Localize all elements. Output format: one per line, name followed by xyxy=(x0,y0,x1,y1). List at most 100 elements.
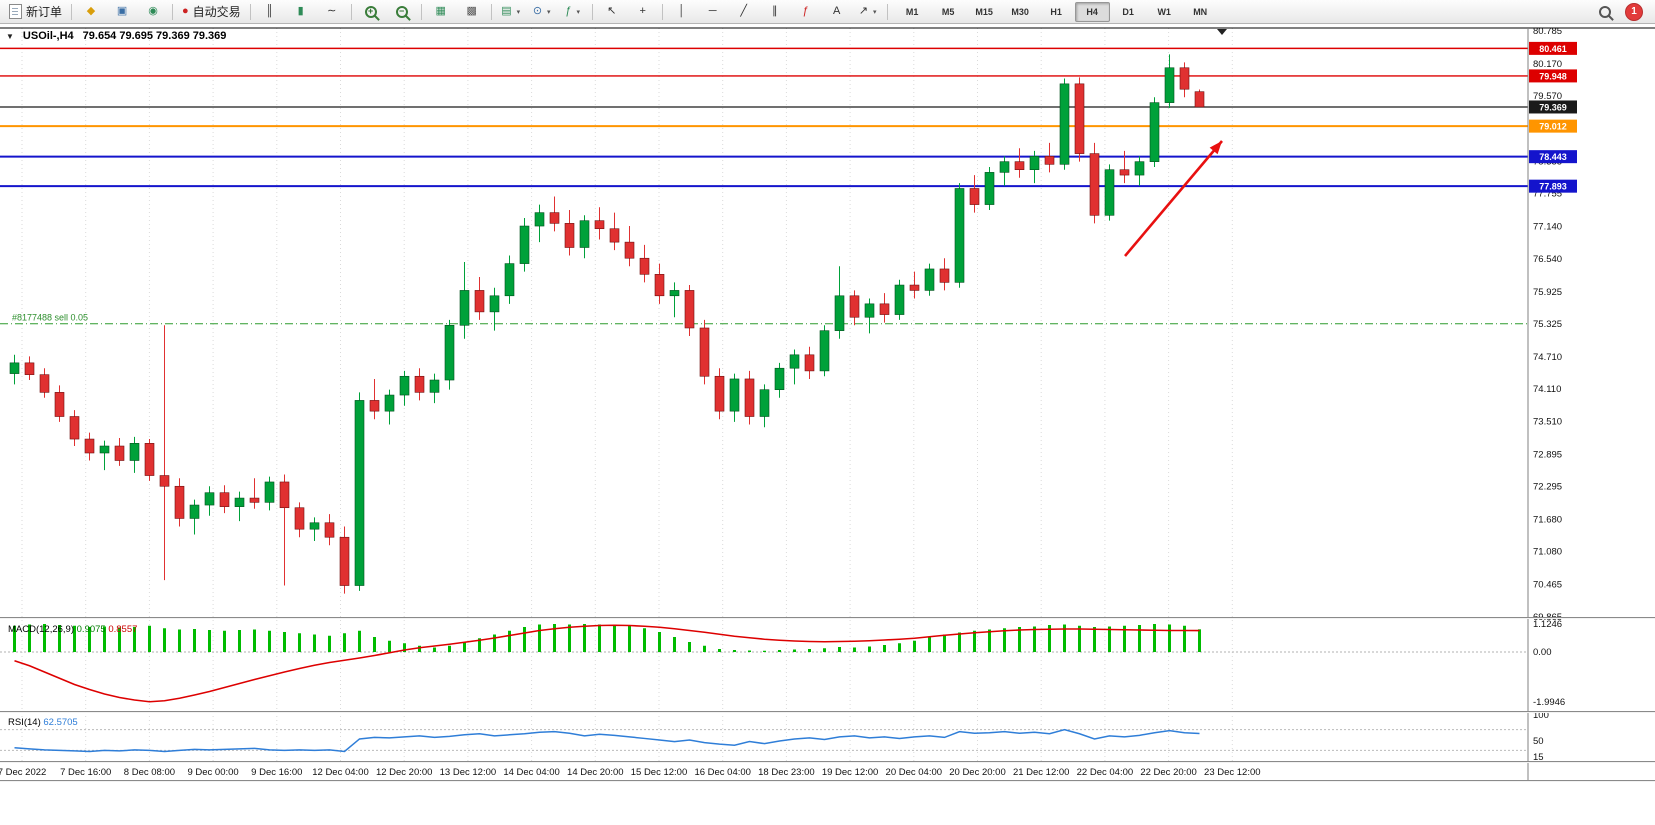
tile-windows-icon: ▦ xyxy=(435,5,446,17)
fibonacci-button[interactable]: ƒ xyxy=(791,1,821,23)
price-axis-label: 71.080 xyxy=(1533,547,1562,558)
new-chart-button[interactable]: ▤ ▾ xyxy=(496,1,526,23)
timeframe-w1[interactable]: W1 xyxy=(1157,6,1171,17)
toolbar: 新订单 ◆ ▣ ◉ ● 自动交易 ║ ▮ ∼ + − ▦ ▩ ▤ ▾ ⊙ ▾ ƒ ▾ … xyxy=(0,0,1655,24)
navigator-icon: ◉ xyxy=(148,5,158,17)
price-axis-label: 71.680 xyxy=(1533,515,1562,526)
search-icon xyxy=(1599,5,1611,18)
chart-svg[interactable]: #8177488 sell 0.05 MACD(12,26,9) 0.9075 0… xyxy=(0,24,1655,825)
text-tool-icon: A xyxy=(833,5,841,17)
chart-header: ▼ USOil-,H4 79.654 79.695 79.369 79.369 xyxy=(6,30,226,42)
price-badge xyxy=(1529,41,1577,55)
price-axis-label: 75.325 xyxy=(1533,319,1562,330)
price-axis-label: 74.110 xyxy=(1533,384,1561,395)
market-watch-button[interactable]: ▣ xyxy=(107,1,137,23)
new-order-button[interactable]: 新订单 xyxy=(4,1,67,23)
tile-windows-button[interactable]: ▦ xyxy=(426,1,456,23)
vertical-line-icon: │ xyxy=(678,5,686,17)
navigator-button[interactable]: ◉ xyxy=(138,1,168,23)
timeframe-m30[interactable]: M30 xyxy=(1011,6,1029,17)
timeframe-m15[interactable]: M15 xyxy=(975,6,993,17)
time-axis-label: 12 Dec 20:00 xyxy=(376,767,433,778)
chevron-down-icon: ▾ xyxy=(547,8,551,16)
autotrade-label: 自动交易 xyxy=(192,5,241,19)
price-badge xyxy=(1529,69,1577,83)
mql5-button[interactable]: ◆ xyxy=(76,1,106,23)
time-axis-label: 7 Dec 2022 xyxy=(0,767,46,778)
trendline-icon: ╱ xyxy=(740,5,747,17)
cursor-button[interactable]: ↖ xyxy=(597,1,627,23)
time-axis-label: 20 Dec 20:00 xyxy=(949,767,1006,778)
autotrade-button[interactable]: ● 自动交易 xyxy=(177,1,246,23)
cursor-icon: ↖ xyxy=(607,5,617,17)
rsi-axis-label: 50 xyxy=(1533,736,1544,747)
price-axis-label: 74.710 xyxy=(1533,352,1562,363)
price-badge-label: 78.443 xyxy=(1539,152,1567,162)
periodicity-button[interactable]: ⊙ ▾ xyxy=(527,1,557,23)
timeframe-d1[interactable]: D1 xyxy=(1122,6,1134,17)
time-axis-label: 9 Dec 16:00 xyxy=(251,767,302,778)
price-axis-label: 75.925 xyxy=(1533,287,1562,298)
macd-label: MACD(12,26,9) 0.9075 0.8557 xyxy=(8,624,137,635)
time-axis-label: 22 Dec 04:00 xyxy=(1077,767,1134,778)
line-chart-button[interactable]: ∼ xyxy=(317,1,347,23)
arrow-annotation[interactable] xyxy=(1124,140,1223,257)
time-axis-label: 8 Dec 08:00 xyxy=(124,767,175,778)
macd-axis-label: -1.9946 xyxy=(1533,697,1565,708)
price-axis-label: 79.570 xyxy=(1533,91,1562,102)
time-axis-label: 7 Dec 16:00 xyxy=(60,767,111,778)
symbol-period-label: USOil-,H4 xyxy=(22,30,74,42)
toolbar-separator xyxy=(591,3,593,20)
time-axis-label: 21 Dec 12:00 xyxy=(1013,767,1070,778)
bars-chart-button[interactable]: ║ xyxy=(255,1,285,23)
price-axis-label: 77.140 xyxy=(1533,222,1562,233)
crosshair-icon: + xyxy=(639,5,646,17)
chevron-down-icon: ▾ xyxy=(576,8,580,16)
channel-button[interactable]: ∥ xyxy=(760,1,790,23)
time-axis-label: 14 Dec 20:00 xyxy=(567,767,624,778)
time-axis-label: 9 Dec 00:00 xyxy=(187,767,238,778)
price-badge-label: 79.369 xyxy=(1539,102,1567,112)
horizontal-lines[interactable]: #8177488 sell 0.05 xyxy=(0,47,1528,325)
timeframe-m5[interactable]: M5 xyxy=(941,6,955,17)
arrows-tool-button[interactable]: ↗ ▾ xyxy=(853,1,883,23)
one-click-arrow-icon[interactable]: ▼ xyxy=(6,31,14,41)
fibonacci-icon: ƒ xyxy=(802,5,809,17)
price-badge-label: 80.461 xyxy=(1539,44,1567,54)
price-axis-label: 80.170 xyxy=(1533,59,1562,70)
price-badge xyxy=(1529,119,1577,133)
toolbar-separator xyxy=(71,3,73,20)
cascade-windows-button[interactable]: ▩ xyxy=(457,1,487,23)
toolbar-separator xyxy=(172,3,174,20)
macd-axis-label: 0.00 xyxy=(1533,647,1552,658)
horizontal-line-button[interactable]: ─ xyxy=(698,1,728,23)
ohlc-values: 79.654 79.695 79.369 79.369 xyxy=(82,30,227,42)
candlestick-chart-button[interactable]: ▮ xyxy=(286,1,316,23)
timeframe-h4[interactable]: H4 xyxy=(1074,1,1110,22)
price-axis[interactable]: 80.78580.17079.57078.95578.35577.75577.1… xyxy=(1529,26,1577,763)
time-axis-label: 18 Dec 23:00 xyxy=(758,767,815,778)
trendline-button[interactable]: ╱ xyxy=(729,1,759,23)
rsi-label: RSI(14) 62.5705 xyxy=(8,717,78,728)
indicators-button[interactable]: ƒ ▾ xyxy=(558,1,588,23)
zoom-in-button[interactable]: + xyxy=(356,1,386,23)
timeframe-m1[interactable]: M1 xyxy=(905,6,919,17)
toolbar-separator xyxy=(661,3,663,20)
time-axis[interactable]: 7 Dec 2022 7 Dec 16:00 8 Dec 08:00 9 Dec 00… xyxy=(0,767,1261,778)
time-axis-label: 13 Dec 12:00 xyxy=(440,767,497,778)
price-axis-label: 77.755 xyxy=(1533,189,1562,200)
notification-badge[interactable]: 1 xyxy=(1625,2,1643,21)
mql5-icon: ◆ xyxy=(86,5,96,17)
vertical-line-button[interactable]: │ xyxy=(667,1,697,23)
crosshair-button[interactable]: + xyxy=(628,1,658,23)
bars-chart-icon: ║ xyxy=(265,5,274,17)
market-watch-icon: ▣ xyxy=(116,5,128,17)
macd-axis-label: 1.1246 xyxy=(1533,619,1562,630)
search-button[interactable] xyxy=(1590,1,1620,23)
timeframe-mn[interactable]: MN xyxy=(1193,6,1208,17)
zoom-out-icon: − xyxy=(395,5,408,18)
zoom-out-button[interactable]: − xyxy=(387,1,417,23)
timeframe-h1[interactable]: H1 xyxy=(1050,6,1062,17)
text-tool-button[interactable]: A xyxy=(822,1,852,23)
